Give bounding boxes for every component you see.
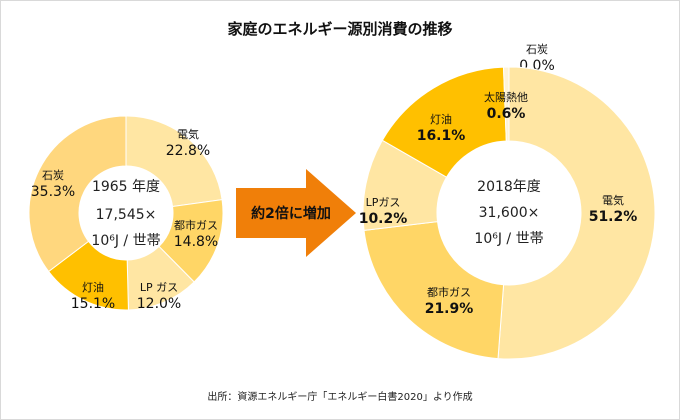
slice-label: 都市ガス [174, 218, 218, 232]
slice-label: 灯油 [430, 112, 452, 126]
slice-value: 16.1% [417, 128, 466, 144]
center-text: 17,545× [96, 207, 157, 223]
chart-title: 家庭のエネルギー源別消費の推移 [227, 20, 453, 38]
slice-label: 電気 [177, 127, 199, 141]
slice-label: 石炭 [526, 43, 548, 56]
center-text: 10⁶J / 世帯 [91, 233, 160, 249]
slice-label: 電気 [602, 193, 624, 207]
slice-value: 51.2% [589, 209, 638, 225]
donut-chart-2: 石炭0.0%電気51.2%都市ガス21.9%LPガス10.2%灯油16.1%太陽… [359, 43, 656, 360]
slice-label: LP ガス [140, 281, 178, 294]
center-text: 10⁶J / 世帯 [474, 231, 543, 247]
slice-label: 石炭 [42, 169, 64, 182]
slice-label: 灯油 [82, 280, 104, 294]
slice-value: 0.6% [487, 106, 526, 122]
slice-石炭 [28, 115, 127, 273]
donut-chart-1: 電気 22.8% 都市ガス 14.8% LP ガス 12.0% 灯油 15.1% 石炭 35.3%… [28, 115, 224, 312]
slice-label: LPガス [366, 196, 401, 209]
slice-label: 都市ガス [427, 285, 471, 299]
slice-label: 太陽熱他 [484, 91, 528, 104]
slice-value: 15.1% [71, 296, 115, 312]
slice-value: 14.8% [174, 234, 218, 250]
slice-value: 10.2% [359, 211, 408, 227]
source-note: 出所：資源エネルギー庁「エネルギー白書2020」より作成 [207, 392, 473, 403]
center-text: 2018年度 [477, 179, 541, 195]
slice-太陽熱他 [502, 66, 510, 142]
slice-電気 [497, 66, 656, 360]
center-text: 31,600× [479, 205, 540, 221]
slice-value: 21.9% [425, 301, 474, 317]
slice-value: 22.8% [166, 143, 210, 159]
slice-都市ガス [363, 221, 505, 360]
increase-arrow [236, 169, 356, 257]
slice-value: 12.0% [137, 296, 181, 312]
arrow-label: 約2倍に増加 [251, 206, 331, 222]
slice-電気 [125, 115, 223, 208]
slice-value: 35.3% [31, 184, 75, 200]
center-text: 1965 年度 [92, 179, 160, 195]
